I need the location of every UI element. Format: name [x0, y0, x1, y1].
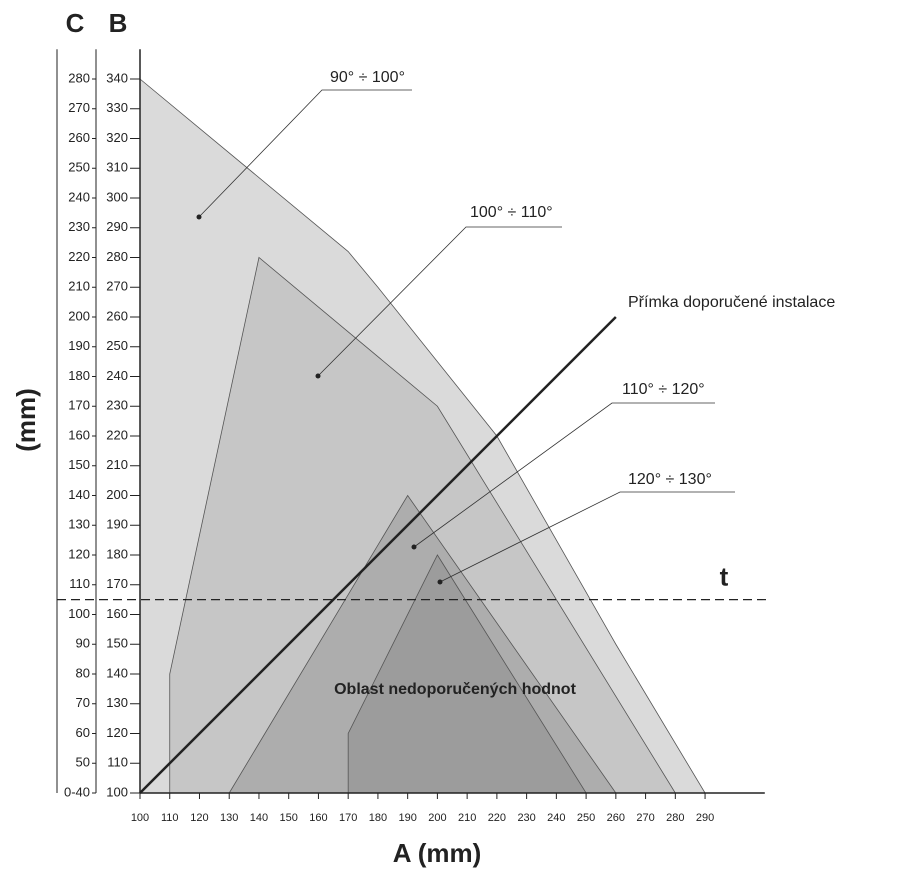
y-tick-label: 200 — [106, 487, 128, 502]
leader — [198, 89, 412, 218]
y-tick-label: 120 — [106, 725, 128, 740]
x-tick-label: 170 — [339, 812, 357, 824]
recommended-line — [139, 316, 617, 794]
y-tick-label: 340 — [106, 70, 128, 85]
x-tick-label: 100 — [131, 812, 149, 824]
y-tick-label: 110 — [107, 755, 128, 770]
x-tick-label: 250 — [577, 812, 595, 824]
region-label: 90° ÷ 100° — [330, 69, 405, 86]
x-tick-label: 160 — [309, 812, 327, 824]
y2-tick-label: 210 — [68, 279, 90, 294]
y-tick-label: 210 — [106, 457, 128, 472]
y2-tick-label: 0-40 — [64, 784, 90, 799]
x-tick-label: 270 — [636, 812, 654, 824]
region-label: 100° ÷ 110° — [470, 204, 553, 221]
x-tick-label: 200 — [428, 812, 446, 824]
y2-tick-label: 150 — [68, 457, 90, 472]
y2-tick-label: 170 — [68, 398, 90, 413]
y2-tick-label: 220 — [68, 249, 90, 264]
y2-tick-label: 120 — [68, 546, 90, 561]
x-tick-label: 180 — [369, 812, 387, 824]
y2-tick-label: 100 — [68, 606, 90, 621]
y2-tick-label: 140 — [68, 487, 90, 502]
y-tick-label: 330 — [106, 100, 128, 115]
y-tick-label: 270 — [106, 279, 128, 294]
y2-tick-label: 190 — [68, 338, 90, 353]
y2-tick-label: 130 — [68, 517, 90, 532]
leader — [413, 402, 715, 548]
b-axis-title: B — [109, 8, 128, 38]
x-tick-label: 110 — [161, 812, 179, 824]
x-tick-label: 230 — [517, 812, 535, 824]
x-axis-title: A (mm) — [393, 838, 482, 868]
x-tick-label: 220 — [488, 812, 506, 824]
x-tick-label: 120 — [190, 812, 208, 824]
threshold-label: t — [720, 562, 729, 592]
y-tick-label: 280 — [106, 249, 128, 264]
y-tick-label: 240 — [106, 368, 128, 383]
y2-tick-label: 90 — [76, 636, 90, 651]
y-tick-label: 300 — [106, 189, 128, 204]
y2-tick-label: 250 — [68, 160, 90, 175]
y-tick-label: 220 — [106, 427, 128, 442]
y-tick-label: 180 — [106, 546, 128, 561]
y-tick-label: 320 — [106, 130, 128, 145]
x-tick-label: 280 — [666, 812, 684, 824]
y2-tick-label: 180 — [68, 368, 90, 383]
y2-tick-label: 50 — [76, 755, 90, 770]
y-tick-label: 140 — [106, 665, 128, 680]
y2-tick-label: 280 — [68, 70, 90, 85]
annotation: Oblast nedoporučených hodnot — [334, 681, 576, 698]
x-tick-label: 260 — [607, 812, 625, 824]
y2-tick-label: 270 — [68, 100, 90, 115]
y2-tick-label: 70 — [76, 695, 90, 710]
y2-tick-label: 60 — [76, 725, 90, 740]
x-tick-label: 210 — [458, 812, 476, 824]
x-tick-label: 190 — [398, 812, 416, 824]
leader-dot — [315, 373, 321, 379]
y2-tick-label: 200 — [68, 308, 90, 323]
region-label: 120° ÷ 130° — [628, 471, 712, 488]
y-tick-label: 170 — [106, 576, 128, 591]
y-tick-label: 250 — [106, 338, 128, 353]
y-tick-label: 310 — [106, 160, 128, 175]
y-tick-label: 100 — [106, 784, 128, 799]
leader-dot — [437, 579, 443, 585]
y-tick-label: 150 — [106, 636, 128, 651]
leader-dot — [196, 214, 202, 220]
region-label: 110° ÷ 120° — [622, 381, 705, 398]
y-tick-label: 230 — [106, 398, 128, 413]
y2-tick-label: 260 — [68, 130, 90, 145]
x-tick-label: 240 — [547, 812, 565, 824]
y-tick-label: 290 — [106, 219, 128, 234]
y-tick-label: 160 — [106, 606, 128, 621]
leader-dot — [411, 544, 417, 550]
y-tick-label: 130 — [106, 695, 128, 710]
recommended-line-label: Přímka doporučené instalace — [628, 294, 835, 311]
x-tick-label: 130 — [220, 812, 238, 824]
leader — [439, 491, 735, 583]
y-tick-label: 190 — [106, 517, 128, 532]
x-tick-label: 140 — [250, 812, 268, 824]
y2-tick-label: 230 — [68, 219, 90, 234]
y2-tick-label: 80 — [76, 665, 90, 680]
x-tick-label: 150 — [280, 812, 298, 824]
y-tick-label: 260 — [106, 308, 128, 323]
y2-tick-label: 240 — [68, 189, 90, 204]
y-axis-title: (mm) — [11, 388, 41, 452]
c-axis-title: C — [66, 8, 85, 38]
y2-tick-label: 160 — [68, 427, 90, 442]
y2-tick-label: 110 — [69, 576, 90, 591]
x-tick-label: 290 — [696, 812, 714, 824]
leader — [317, 226, 562, 377]
